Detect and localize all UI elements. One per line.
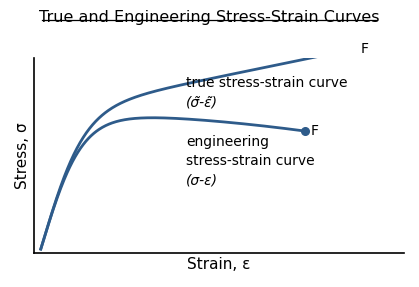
Text: F: F xyxy=(311,124,319,138)
Text: engineering: engineering xyxy=(186,135,269,149)
X-axis label: Strain, ε: Strain, ε xyxy=(187,257,251,272)
Text: (σ-ε): (σ-ε) xyxy=(186,174,218,188)
Text: F: F xyxy=(360,42,368,56)
Text: (σ̃-ε̃): (σ̃-ε̃) xyxy=(186,96,218,110)
Y-axis label: Stress, σ: Stress, σ xyxy=(15,122,30,189)
Text: True and Engineering Stress-Strain Curves: True and Engineering Stress-Strain Curve… xyxy=(39,10,380,25)
Text: stress-strain curve: stress-strain curve xyxy=(186,154,314,168)
Text: true stress-strain curve: true stress-strain curve xyxy=(186,76,347,90)
